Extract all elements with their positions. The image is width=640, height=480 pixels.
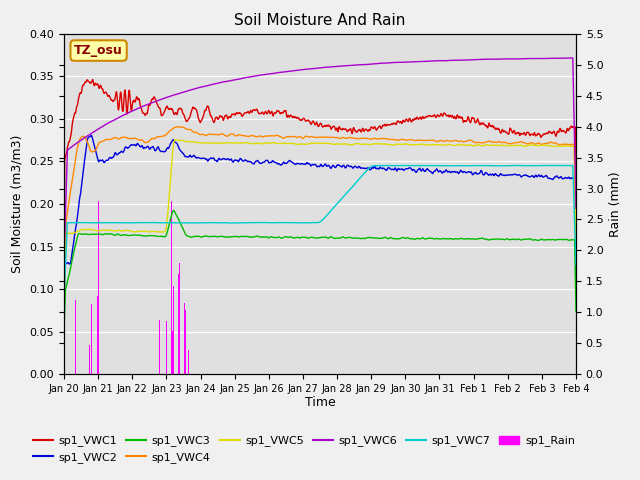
Text: TZ_osu: TZ_osu [74,44,123,57]
Title: Soil Moisture And Rain: Soil Moisture And Rain [234,13,406,28]
Y-axis label: Rain (mm): Rain (mm) [609,171,622,237]
Y-axis label: Soil Moisture (m3/m3): Soil Moisture (m3/m3) [11,135,24,273]
X-axis label: Time: Time [305,396,335,408]
Legend: sp1_VWC1, sp1_VWC2, sp1_VWC3, sp1_VWC4, sp1_VWC5, sp1_VWC6, sp1_VWC7, sp1_Rain: sp1_VWC1, sp1_VWC2, sp1_VWC3, sp1_VWC4, … [29,431,579,468]
